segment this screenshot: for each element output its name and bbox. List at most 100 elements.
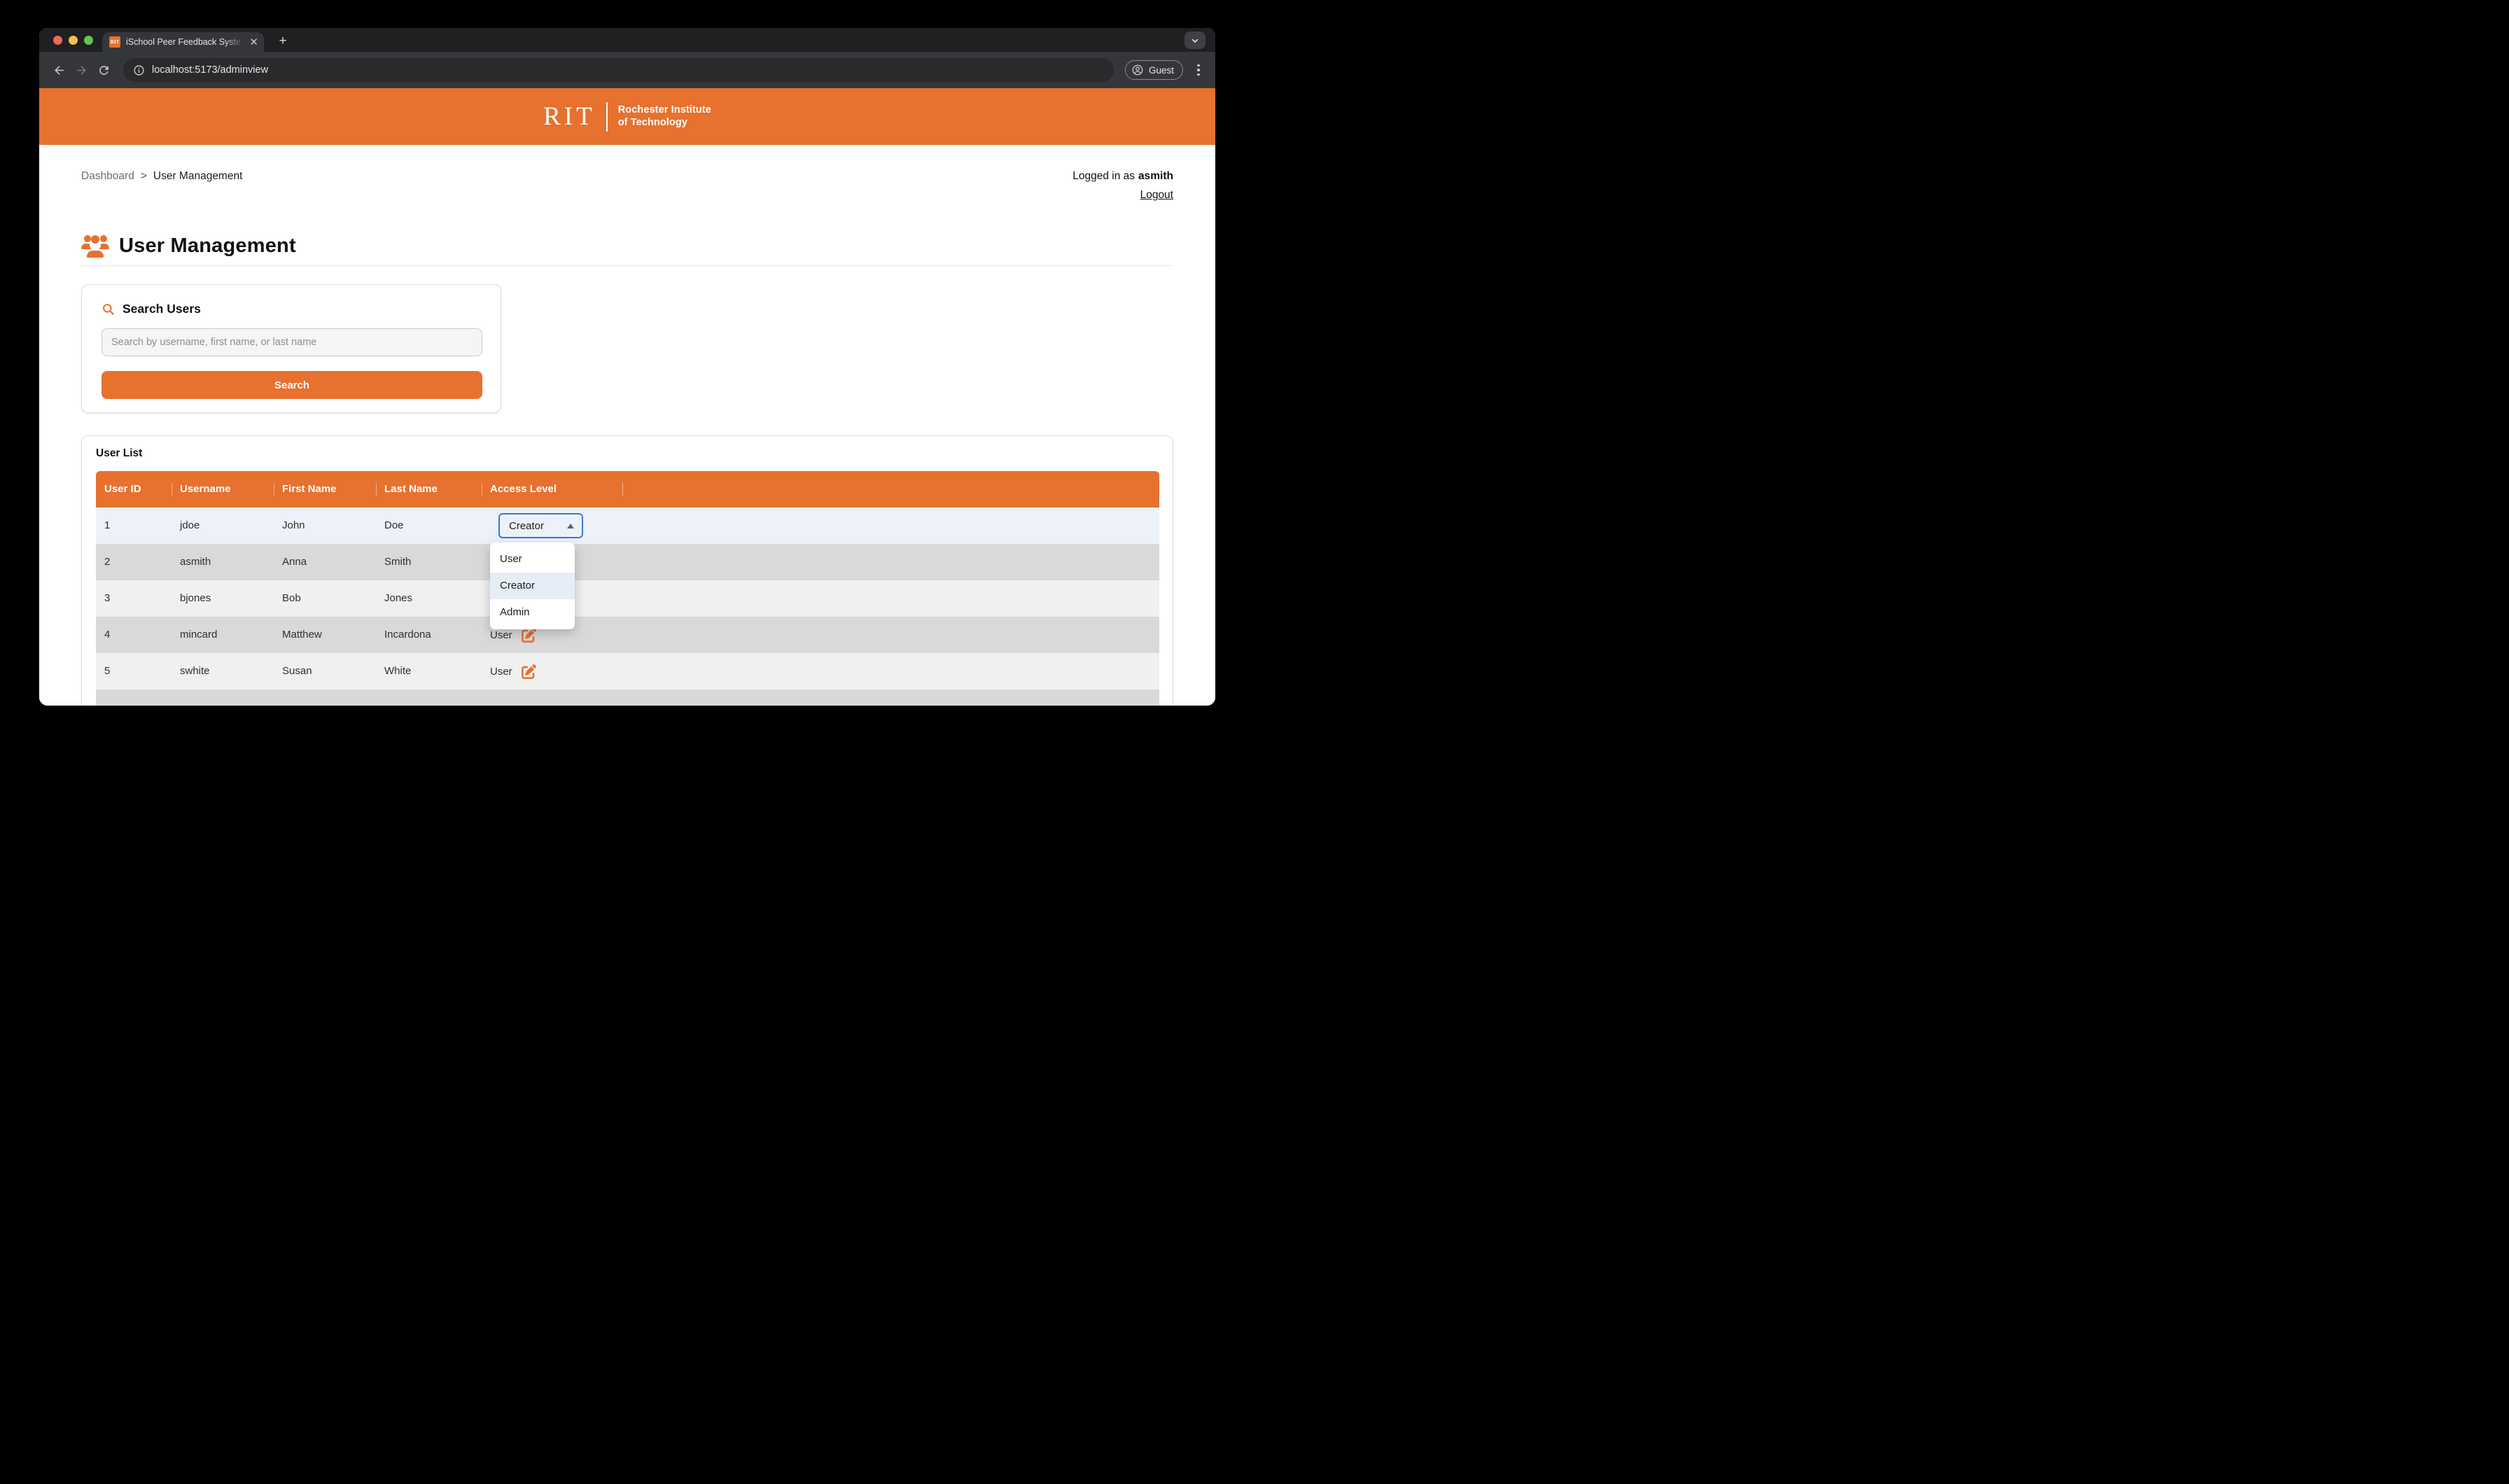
table-row: 2 asmith Anna Smith <box>96 544 1159 580</box>
cell-last-name: White <box>384 665 412 677</box>
logo-divider <box>606 102 608 132</box>
forward-button[interactable] <box>70 59 92 81</box>
breadcrumb: Dashboard > User Management <box>81 170 242 183</box>
maximize-window-button[interactable] <box>84 36 93 45</box>
logged-in-text: Logged in as asmith <box>1072 170 1173 182</box>
top-bar: Dashboard > User Management Logged in as… <box>81 170 1173 202</box>
tab-close-icon[interactable]: ✕ <box>249 36 258 48</box>
cell-first-name: Bob <box>282 592 301 604</box>
cell-access-level: User <box>482 653 622 690</box>
browser-tab[interactable]: RIT iSchool Peer Feedback Syste ✕ <box>102 32 264 52</box>
logged-in-username: asmith <box>1138 170 1173 182</box>
close-window-button[interactable] <box>53 36 62 45</box>
caret-up-icon <box>567 523 574 528</box>
column-header-user-id: User ID <box>104 483 141 495</box>
rit-logo: RIT Rochester Institute of Technology <box>543 102 711 132</box>
back-icon <box>54 65 64 75</box>
forward-icon <box>76 65 86 75</box>
cell-last-name: Smith <box>384 556 412 568</box>
rit-logo-name: Rochester Institute of Technology <box>617 104 711 128</box>
table-header: User ID Username First Name Last Name Ac… <box>96 471 1159 507</box>
column-header-last-name: Last Name <box>376 471 482 507</box>
cell-user-id: 2 <box>104 556 111 568</box>
search-button[interactable]: Search <box>102 371 482 399</box>
dropdown-option-creator[interactable]: Creator <box>490 573 575 599</box>
table-row: 5 swhite Susan White User <box>96 653 1159 690</box>
search-card-header: Search Users <box>102 302 481 316</box>
page-content: Dashboard > User Management Logged in as… <box>39 145 1215 706</box>
access-level-selected-value: Creator <box>509 519 545 532</box>
cell-access-level: User <box>482 617 622 653</box>
cell-user-id: 3 <box>104 592 111 604</box>
edit-icon[interactable] <box>521 664 536 679</box>
cell-last-name: Jones <box>384 592 413 604</box>
page-title: User Management <box>119 234 296 257</box>
edit-icon[interactable] <box>521 627 536 643</box>
profile-button[interactable]: Guest <box>1124 60 1183 80</box>
url-text: localhost:5173/adminview <box>152 64 269 76</box>
chevron-down-icon <box>1191 38 1198 43</box>
cell-username: mincard <box>180 629 218 640</box>
rit-logo-acronym: RIT <box>543 102 596 131</box>
cell-access-level: Creator <box>482 507 622 544</box>
cell-first-name: Anna <box>282 556 307 568</box>
dropdown-option-user[interactable]: User <box>500 553 522 565</box>
cell-username: swhite <box>180 665 210 677</box>
reload-button[interactable] <box>92 59 115 81</box>
guest-avatar-icon <box>1132 64 1143 76</box>
tab-title: iSchool Peer Feedback Syste <box>126 37 241 47</box>
cell-last-name: Doe <box>384 519 404 531</box>
address-bar[interactable]: localhost:5173/adminview <box>123 58 1114 82</box>
rit-favicon: RIT <box>109 36 120 48</box>
tab-bar: RIT iSchool Peer Feedback Syste ✕ + <box>39 28 1215 52</box>
cell-user-id: 1 <box>104 519 111 531</box>
breadcrumb-separator: > <box>140 170 147 182</box>
access-level-dropdown: User Creator Admin <box>490 542 575 629</box>
access-level-value: User <box>490 629 512 641</box>
cell-first-name: Susan <box>282 665 312 677</box>
logout-link[interactable]: Logout <box>1140 189 1173 201</box>
title-divider <box>81 265 1173 266</box>
rit-banner: RIT Rochester Institute of Technology <box>39 88 1215 145</box>
cell-last-name: Incardona <box>384 629 431 640</box>
column-header-access-level: Access Level <box>482 471 622 507</box>
session-info: Logged in as asmith Logout <box>1072 170 1173 202</box>
cell-first-name: John <box>282 519 305 531</box>
window-controls <box>53 36 93 45</box>
page-title-row: User Management <box>81 234 296 258</box>
browser-menu-button[interactable] <box>1190 64 1207 76</box>
reload-icon <box>99 65 109 75</box>
breadcrumb-dashboard-link[interactable]: Dashboard <box>81 170 134 182</box>
user-list-heading: User List <box>96 447 143 459</box>
cell-first-name: Matthew <box>282 629 322 640</box>
browser-toolbar: localhost:5173/adminview Guest <box>39 52 1215 88</box>
back-button[interactable] <box>48 59 70 81</box>
minimize-window-button[interactable] <box>69 36 78 45</box>
cell-username: asmith <box>180 556 211 568</box>
cell-username: bjones <box>180 592 211 604</box>
table-row-partial <box>96 690 1159 706</box>
column-header-username: Username <box>172 471 274 507</box>
site-info-icon[interactable] <box>133 64 145 76</box>
new-tab-button[interactable]: + <box>279 34 287 48</box>
search-icon <box>103 303 114 315</box>
search-input[interactable] <box>102 328 482 356</box>
column-header-actions <box>622 471 1159 507</box>
table-row: 4 mincard Matthew Incardona User <box>96 617 1159 653</box>
cell-user-id: 4 <box>104 629 111 640</box>
search-users-card: Search Users Search <box>81 284 501 413</box>
users-icon <box>81 234 109 258</box>
user-table: User ID Username First Name Last Name Ac… <box>96 471 1159 706</box>
dropdown-option-admin[interactable]: Admin <box>500 606 530 618</box>
access-level-select[interactable]: Creator <box>498 513 583 538</box>
cell-user-id: 5 <box>104 665 111 677</box>
profile-label: Guest <box>1148 64 1174 76</box>
tab-search-button[interactable] <box>1184 31 1205 49</box>
breadcrumb-current: User Management <box>153 170 243 182</box>
table-row: 1 jdoe John Doe Creator <box>96 507 1159 544</box>
column-header-first-name: First Name <box>274 471 376 507</box>
table-row: 3 bjones Bob Jones <box>96 580 1159 617</box>
access-level-value: User <box>490 665 512 678</box>
cell-username: jdoe <box>180 519 200 531</box>
user-list-card: User List User ID Username First Name La… <box>81 435 1173 706</box>
